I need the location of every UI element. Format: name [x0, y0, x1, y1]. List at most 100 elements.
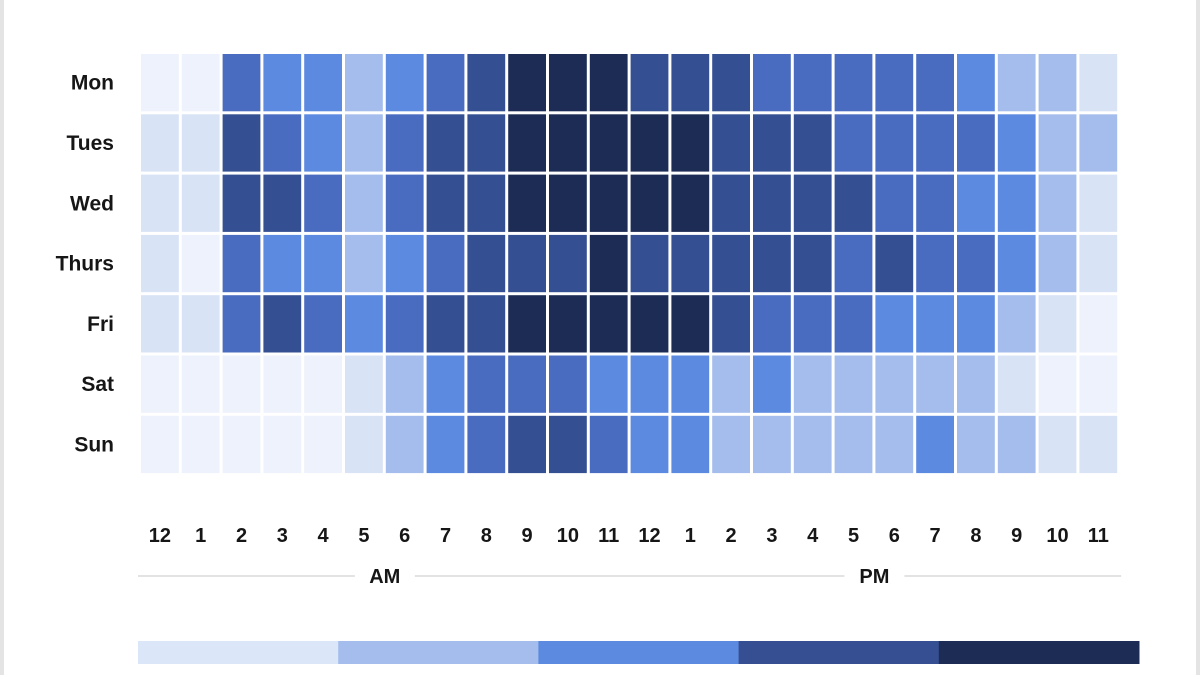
hour-label: 10 — [557, 525, 579, 547]
hour-label: 11 — [598, 525, 619, 547]
heatmap-cell — [222, 54, 261, 112]
heatmap-cell — [671, 54, 710, 112]
heatmap-cell — [222, 295, 261, 353]
heatmap-cell — [549, 355, 587, 413]
heatmap-cell — [426, 174, 465, 232]
heatmap-cell — [263, 355, 302, 413]
heatmap-cell — [467, 114, 506, 172]
heatmap-cell — [1079, 54, 1118, 112]
heatmap-cell — [834, 355, 873, 413]
heatmap-cell — [589, 295, 628, 353]
heatmap-cell — [345, 174, 383, 232]
heatmap-cell — [345, 415, 383, 474]
heatmap-cell — [671, 114, 710, 172]
heatmap-cell — [1038, 54, 1077, 112]
heatmap-cell — [957, 295, 995, 353]
hour-label: 2 — [726, 525, 737, 547]
heatmap-cell — [263, 114, 302, 172]
heatmap-cell — [671, 295, 710, 353]
hour-label: 12 — [638, 525, 660, 547]
hour-label: 6 — [889, 525, 900, 547]
heatmap-cell — [875, 174, 914, 232]
heatmap-cell — [793, 234, 832, 293]
heatmap-cell — [385, 295, 424, 353]
heatmap-cell — [222, 114, 261, 172]
heatmap-cell — [467, 54, 506, 112]
heatmap-cell — [385, 114, 424, 172]
hour-label: 2 — [236, 525, 247, 547]
heatmap-cell — [957, 415, 995, 474]
heatmap-cell — [304, 415, 342, 474]
heatmap-cell — [834, 415, 873, 474]
heatmap-cell — [875, 295, 914, 353]
heatmap-cell — [1038, 355, 1077, 413]
heatmap-cell — [630, 355, 669, 413]
heatmap-cell — [549, 234, 587, 293]
heatmap-cell — [997, 174, 1036, 232]
heatmap-cell — [1038, 174, 1077, 232]
heatmap-cell — [222, 415, 261, 474]
day-label: Tues — [67, 132, 114, 155]
heatmap-cell — [671, 355, 710, 413]
legend-swatch — [738, 641, 940, 664]
heatmap-cell — [181, 295, 220, 353]
heatmap-cell — [630, 174, 669, 232]
legend-swatch — [538, 641, 740, 664]
heatmap-cell — [834, 54, 873, 112]
heatmap-cell — [181, 174, 220, 232]
heatmap-cell — [549, 174, 587, 232]
heatmap-cell — [345, 295, 383, 353]
heatmap-cell — [589, 355, 628, 413]
hour-label: 11 — [1088, 525, 1109, 547]
heatmap-cell — [222, 234, 261, 293]
heatmap-cell — [793, 415, 832, 474]
heatmap-cell — [793, 295, 832, 353]
heatmap-cells — [141, 54, 1118, 474]
hour-label: 3 — [766, 525, 777, 547]
heatmap-cell — [793, 114, 832, 172]
heatmap-cell — [345, 54, 383, 112]
heatmap-cell — [875, 114, 914, 172]
hour-label: 10 — [1046, 525, 1068, 547]
heatmap-cell — [630, 114, 669, 172]
heatmap-cell — [385, 54, 424, 112]
heatmap-cell — [671, 234, 710, 293]
hour-label: 1 — [685, 525, 696, 547]
heatmap-cell — [589, 114, 628, 172]
heatmap-cell — [834, 114, 873, 172]
heatmap-cell — [834, 234, 873, 293]
day-labels: Mon Tues Wed Thurs Fri Sat Sun — [56, 72, 114, 457]
heatmap-cell — [793, 174, 832, 232]
heatmap-cell — [916, 295, 954, 353]
hour-label: 5 — [358, 525, 369, 547]
heatmap-cell — [222, 174, 261, 232]
heatmap-cell — [875, 355, 914, 413]
heatmap-cell — [916, 355, 954, 413]
heatmap-cell — [304, 234, 342, 293]
heatmap-cell — [712, 295, 750, 353]
heatmap-cell — [426, 295, 465, 353]
legend-swatch — [338, 641, 539, 664]
heatmap-cell — [385, 415, 424, 474]
heatmap-cell — [753, 355, 791, 413]
heatmap-cell — [957, 54, 995, 112]
hour-label: 1 — [195, 525, 206, 547]
heatmap-cell — [1079, 355, 1118, 413]
heatmap-cell — [753, 174, 791, 232]
heatmap-cell — [508, 415, 546, 474]
heatmap-cell — [712, 54, 750, 112]
hour-label: 7 — [440, 525, 451, 547]
heatmap-cell — [549, 54, 587, 112]
heatmap-cell — [589, 174, 628, 232]
heatmap-cell — [304, 114, 342, 172]
heatmap-cell — [1079, 295, 1118, 353]
day-label: Fri — [87, 313, 114, 336]
hour-label: 6 — [399, 525, 410, 547]
day-label: Sat — [81, 373, 114, 396]
heatmap-cell — [1079, 174, 1118, 232]
hour-label: 9 — [522, 525, 533, 547]
hour-label: 7 — [930, 525, 941, 547]
heatmap-cell — [467, 234, 506, 293]
heatmap-cell — [997, 114, 1036, 172]
